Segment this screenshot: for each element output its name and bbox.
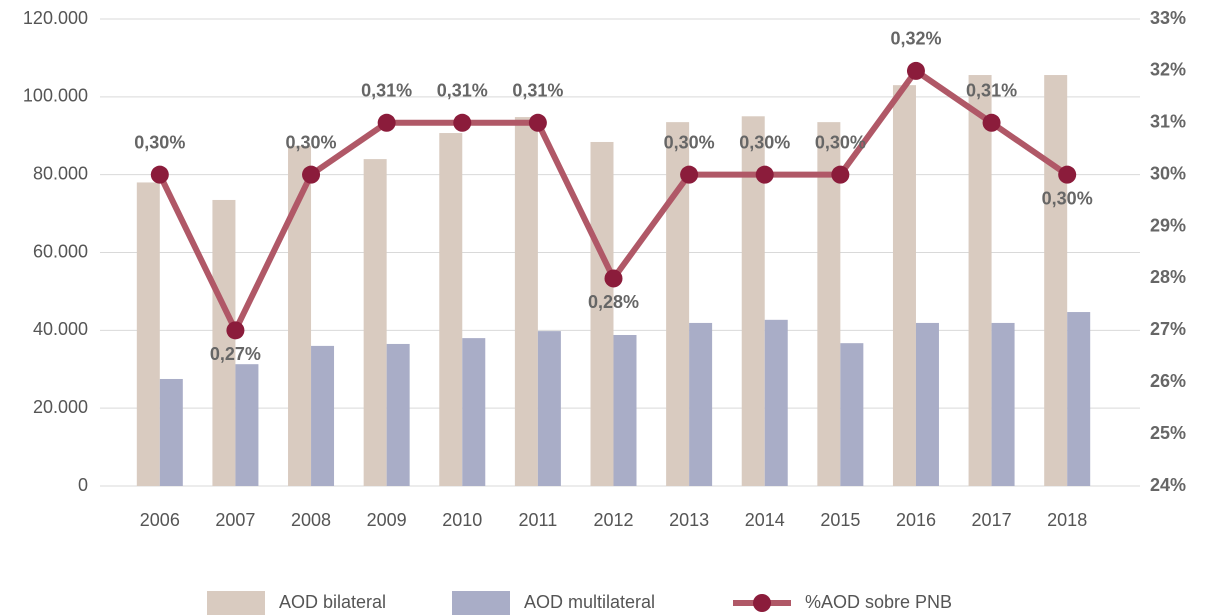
x-tick-label: 2011 bbox=[519, 510, 558, 530]
data-label: 0,32% bbox=[890, 29, 941, 49]
y2-tick-label: 24% bbox=[1150, 475, 1186, 495]
y2-tick-label: 31% bbox=[1150, 112, 1186, 132]
marker bbox=[226, 321, 245, 340]
bar bbox=[386, 343, 410, 486]
x-tick-label: 2016 bbox=[896, 510, 936, 530]
y-tick-label: 120.000 bbox=[23, 8, 88, 28]
y-tick-label: 80.000 bbox=[33, 163, 88, 183]
marker bbox=[604, 269, 623, 288]
bar bbox=[915, 322, 939, 486]
bar bbox=[991, 322, 1015, 486]
x-tick-label: 2009 bbox=[367, 510, 407, 530]
marker bbox=[906, 61, 925, 80]
bar bbox=[1044, 75, 1068, 486]
y2-tick-label: 33% bbox=[1150, 8, 1186, 28]
bar bbox=[817, 122, 841, 487]
legend-swatch bbox=[207, 591, 265, 615]
marker bbox=[982, 113, 1001, 132]
x-tick-label: 2006 bbox=[140, 510, 180, 530]
y-tick-label: 60.000 bbox=[33, 241, 88, 261]
y2-tick-label: 25% bbox=[1150, 423, 1186, 443]
bar bbox=[613, 335, 637, 486]
legend-label: AOD bilateral bbox=[279, 592, 386, 612]
y2-tick-label: 30% bbox=[1150, 163, 1186, 183]
bar bbox=[136, 182, 160, 486]
marker bbox=[680, 165, 699, 184]
x-tick-label: 2010 bbox=[442, 510, 482, 530]
bar bbox=[968, 75, 992, 486]
y2-tick-label: 28% bbox=[1150, 267, 1186, 287]
bar bbox=[741, 116, 765, 487]
legend-swatch bbox=[452, 591, 510, 615]
y2-tick-label: 26% bbox=[1150, 371, 1186, 391]
data-label: 0,30% bbox=[134, 132, 185, 152]
data-label: 0,31% bbox=[361, 81, 412, 101]
y-tick-label: 40.000 bbox=[33, 319, 88, 339]
y2-tick-label: 32% bbox=[1150, 60, 1186, 80]
data-label: 0,31% bbox=[512, 81, 563, 101]
data-label: 0,31% bbox=[966, 81, 1017, 101]
x-tick-label: 2012 bbox=[593, 510, 633, 530]
data-label: 0,30% bbox=[1042, 188, 1093, 208]
data-label: 0,30% bbox=[739, 132, 790, 152]
x-tick-label: 2014 bbox=[745, 510, 785, 530]
marker bbox=[1058, 165, 1077, 184]
marker bbox=[377, 113, 396, 132]
bar bbox=[311, 345, 335, 486]
bar bbox=[212, 199, 236, 486]
legend-label: %AOD sobre PNB bbox=[805, 592, 952, 612]
data-label: 0,30% bbox=[815, 132, 866, 152]
marker bbox=[150, 165, 169, 184]
bar bbox=[514, 117, 538, 486]
legend-label: AOD multilateral bbox=[524, 592, 655, 612]
marker bbox=[453, 113, 472, 132]
bar bbox=[1067, 312, 1091, 486]
x-tick-label: 2013 bbox=[669, 510, 709, 530]
x-tick-label: 2017 bbox=[972, 510, 1012, 530]
bar bbox=[840, 343, 864, 486]
x-tick-label: 2018 bbox=[1047, 510, 1087, 530]
bar bbox=[764, 319, 788, 486]
bar bbox=[288, 145, 312, 486]
legend-marker bbox=[753, 594, 771, 612]
bar bbox=[159, 378, 183, 486]
bar bbox=[892, 85, 916, 487]
bar bbox=[439, 133, 463, 487]
marker bbox=[302, 165, 321, 184]
bar bbox=[462, 338, 486, 486]
bar bbox=[666, 122, 690, 487]
data-label: 0,30% bbox=[286, 132, 337, 152]
data-label: 0,30% bbox=[664, 132, 715, 152]
y-tick-label: 20.000 bbox=[33, 397, 88, 417]
y2-tick-label: 29% bbox=[1150, 215, 1186, 235]
bar bbox=[537, 331, 561, 486]
data-label: 0,27% bbox=[210, 344, 261, 364]
x-tick-label: 2007 bbox=[215, 510, 255, 530]
data-label: 0,31% bbox=[437, 81, 488, 101]
x-tick-label: 2015 bbox=[820, 510, 860, 530]
marker bbox=[528, 113, 547, 132]
bar bbox=[689, 322, 713, 486]
bar bbox=[235, 364, 259, 486]
marker bbox=[831, 165, 850, 184]
y-tick-label: 0 bbox=[78, 475, 88, 495]
marker bbox=[755, 165, 774, 184]
y2-tick-label: 27% bbox=[1150, 319, 1186, 339]
x-tick-label: 2008 bbox=[291, 510, 331, 530]
bar bbox=[590, 141, 614, 486]
data-label: 0,28% bbox=[588, 292, 639, 312]
bar bbox=[363, 159, 387, 486]
y-tick-label: 100.000 bbox=[23, 86, 88, 106]
